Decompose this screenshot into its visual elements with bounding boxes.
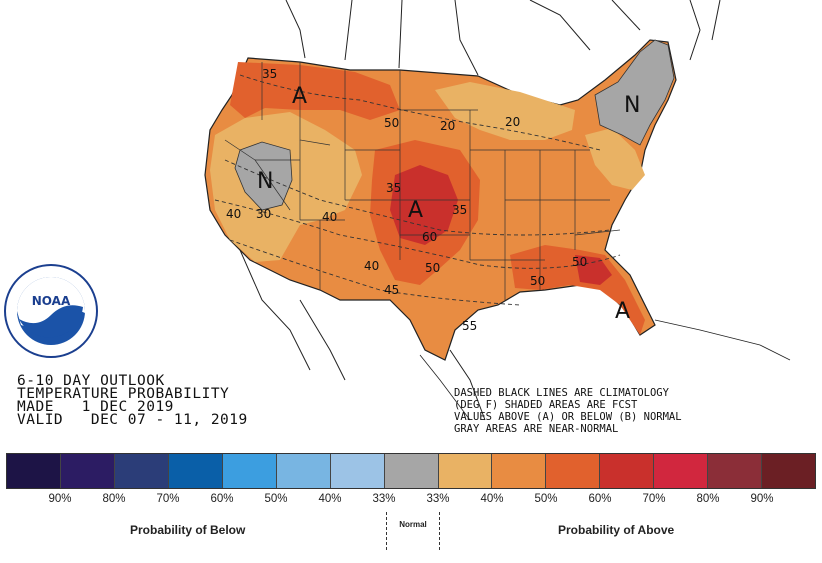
below-caption: Probability of Below <box>130 523 246 537</box>
clim-label: 20 <box>505 115 520 129</box>
label-a-florida: A <box>615 299 630 324</box>
legend-swatch <box>492 454 547 488</box>
probability-legend-labels: 90% 80% 70% 60% 50% 40% 33% 33% 40% 50% 60% 70% 80% 9… <box>6 493 816 507</box>
clim-label: 55 <box>462 319 477 333</box>
noaa-logo: NOAA <box>4 264 98 358</box>
legend-swatch <box>7 454 61 488</box>
legend-swatch <box>60 454 115 488</box>
legend-swatch <box>276 454 331 488</box>
clim-label: 35 <box>452 203 467 217</box>
clim-label: 30 <box>256 207 271 221</box>
climatology-lines <box>214 74 621 306</box>
clim-label: 20 <box>440 119 455 133</box>
legend-swatch <box>222 454 277 488</box>
legend-tick-label: 50% <box>534 493 558 505</box>
legend-tick-label: 60% <box>210 493 234 505</box>
clim-label: 40 <box>322 210 337 224</box>
shade-60-percent <box>390 165 612 285</box>
outlook-valid-dates: VALID DEC 07 - 11, 2019 <box>17 412 248 428</box>
clim-label: 35 <box>386 181 401 195</box>
state-borders <box>224 62 621 300</box>
normal-caption: Normal <box>399 520 427 529</box>
clim-label: 60 <box>422 230 437 244</box>
legend-tick-label: 70% <box>156 493 180 505</box>
outlook-title-line: TEMPERATURE PROBABILITY <box>17 386 230 402</box>
outlook-made-date: MADE 1 DEC 2019 <box>17 399 174 415</box>
coastlines <box>419 319 791 421</box>
legend-tick-label: 40% <box>318 493 342 505</box>
legend-tick-label: 80% <box>696 493 720 505</box>
clim-label: 45 <box>384 283 399 297</box>
legend-swatch <box>438 454 493 488</box>
legend-tick-label: 70% <box>642 493 666 505</box>
legend-swatch <box>330 454 385 488</box>
legend-tick-label: 33% <box>426 493 450 505</box>
legend-swatch <box>168 454 223 488</box>
legend-tick-label: 33% <box>372 493 396 505</box>
legend-swatch <box>654 454 709 488</box>
label-a-plains: A <box>408 198 423 223</box>
normal-caption-box: Normal <box>386 512 440 550</box>
clim-label: 40 <box>226 207 241 221</box>
label-n-northeast: N <box>624 93 640 118</box>
map-note-line: (DEG F) SHADED AREAS ARE FCST <box>454 399 638 411</box>
clim-label: 50 <box>384 116 399 130</box>
clim-label: 50 <box>530 274 545 288</box>
clim-label: 50 <box>425 261 440 275</box>
legend-tick-label: 90% <box>750 493 774 505</box>
probability-legend-colorbar <box>6 453 816 489</box>
legend-tick-label: 80% <box>102 493 126 505</box>
legend-tick-label: 90% <box>48 493 72 505</box>
clim-label: 40 <box>364 259 379 273</box>
us-temperature-outlook-map: A A A N N 35 50 20 20 40 30 40 35 35 60 … <box>204 0 791 421</box>
noaa-logo-text: NOAA <box>32 294 71 308</box>
above-caption: Probability of Above <box>558 523 675 537</box>
clim-label: 35 <box>262 67 277 81</box>
map-note-line: VALUES ABOVE (A) OR BELOW (B) NORMAL <box>454 411 682 423</box>
label-n-great-basin: N <box>257 169 273 194</box>
legend-swatch <box>384 454 439 488</box>
map-note-line: DASHED BLACK LINES ARE CLIMATOLOGY <box>454 387 669 399</box>
legend-swatch <box>708 454 763 488</box>
clim-label: 50 <box>572 255 587 269</box>
map-note-line: GRAY AREAS ARE NEAR-NORMAL <box>454 423 619 435</box>
legend-swatch <box>762 454 816 488</box>
legend-tick-label: 60% <box>588 493 612 505</box>
legend-swatch <box>600 454 655 488</box>
legend-tick-label: 40% <box>480 493 504 505</box>
legend-tick-label: 50% <box>264 493 288 505</box>
country-borders <box>239 0 721 421</box>
outlook-title-line: 6-10 DAY OUTLOOK <box>17 373 165 389</box>
legend-swatch <box>114 454 169 488</box>
label-a-northwest: A <box>292 84 307 109</box>
legend-swatch <box>546 454 601 488</box>
